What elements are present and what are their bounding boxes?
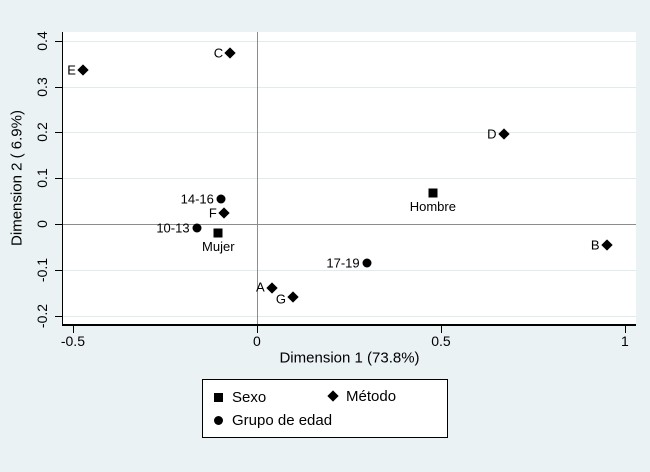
square-point-hombre	[428, 188, 438, 198]
y-tick	[55, 269, 62, 271]
y-tick-label: 0	[34, 220, 50, 228]
diamond-point-d	[497, 128, 510, 140]
y-tick	[55, 86, 62, 88]
x-tick	[624, 326, 626, 333]
legend-label-sexo: Sexo	[232, 388, 267, 406]
x-axis-line	[62, 324, 636, 326]
point-label-c: C	[213, 45, 224, 61]
y-tick	[55, 178, 62, 180]
y-tick-label: 0.1	[34, 168, 50, 188]
point-label-f: F	[208, 205, 217, 221]
point-label-hombre: Hombre	[409, 198, 456, 214]
x-tick-label: -0.5	[60, 333, 85, 349]
point-label-14-16: 14-16	[180, 191, 214, 207]
y-gridline	[63, 315, 636, 317]
point-label-g: G	[275, 291, 286, 307]
x-tick-label: 0	[253, 333, 261, 349]
diamond-marker-icon	[327, 390, 339, 402]
legend-label-metodo: Método	[346, 387, 397, 405]
y-gridline	[63, 269, 636, 271]
y-zero-refline	[63, 224, 636, 226]
circle-point-10-13	[192, 223, 202, 233]
legend-item-sexo: Sexo	[214, 388, 267, 406]
legend-label-grupo-de-edad: Grupo de edad	[232, 411, 333, 429]
point-label-e: E	[67, 62, 76, 78]
x-zero-refline	[256, 32, 258, 324]
y-tick	[55, 224, 62, 226]
point-label-b: B	[590, 237, 600, 253]
legend: Sexo Método Grupo de edad	[202, 379, 448, 438]
y-gridline	[63, 86, 636, 88]
point-label-10-13: 10-13	[156, 220, 190, 236]
circle-point-17-19	[362, 258, 372, 268]
diamond-point-e	[77, 64, 89, 76]
y-tick-label: 0.4	[34, 30, 50, 51]
x-tick-label: 0.5	[431, 333, 451, 349]
y-axis-line	[62, 32, 63, 325]
y-tick	[55, 132, 62, 134]
y-tick-label: -0.1	[34, 257, 50, 282]
square-marker-icon	[214, 392, 223, 402]
point-label-a: A	[255, 279, 265, 295]
circle-point-14-16	[216, 194, 226, 204]
x-tick	[440, 326, 442, 333]
x-tick-label: 1	[621, 333, 629, 349]
y-tick	[55, 40, 62, 42]
y-gridline	[63, 132, 636, 134]
circle-marker-icon	[214, 415, 223, 425]
diamond-point-b	[600, 239, 613, 251]
y-tick-label: -0.2	[34, 303, 50, 328]
y-tick	[55, 315, 62, 317]
point-label-mujer: Mujer	[202, 238, 235, 254]
x-axis-title: Dimension 1 (73.8%)	[279, 349, 420, 367]
y-gridline	[63, 40, 636, 42]
y-gridline	[63, 178, 636, 180]
square-point-mujer	[213, 228, 223, 238]
point-label-d: D	[487, 126, 497, 142]
legend-item-metodo: Método	[327, 387, 397, 405]
x-tick	[256, 326, 258, 333]
diamond-point-c	[224, 47, 236, 59]
diamond-point-f	[218, 207, 230, 219]
y-tick-label: 0.2	[34, 122, 50, 143]
y-axis-title: Dimension 2 ( 6.9%)	[8, 110, 26, 246]
point-label-17-19: 17-19	[326, 255, 360, 271]
legend-item-grupo-de-edad: Grupo de edad	[214, 411, 333, 429]
x-tick	[72, 326, 74, 333]
plot-area: Hombre Mujer A B C D E F G 10-13 14-16 17-19	[63, 32, 636, 324]
y-tick-label: 0.3	[34, 76, 50, 97]
diamond-point-g	[287, 291, 299, 303]
